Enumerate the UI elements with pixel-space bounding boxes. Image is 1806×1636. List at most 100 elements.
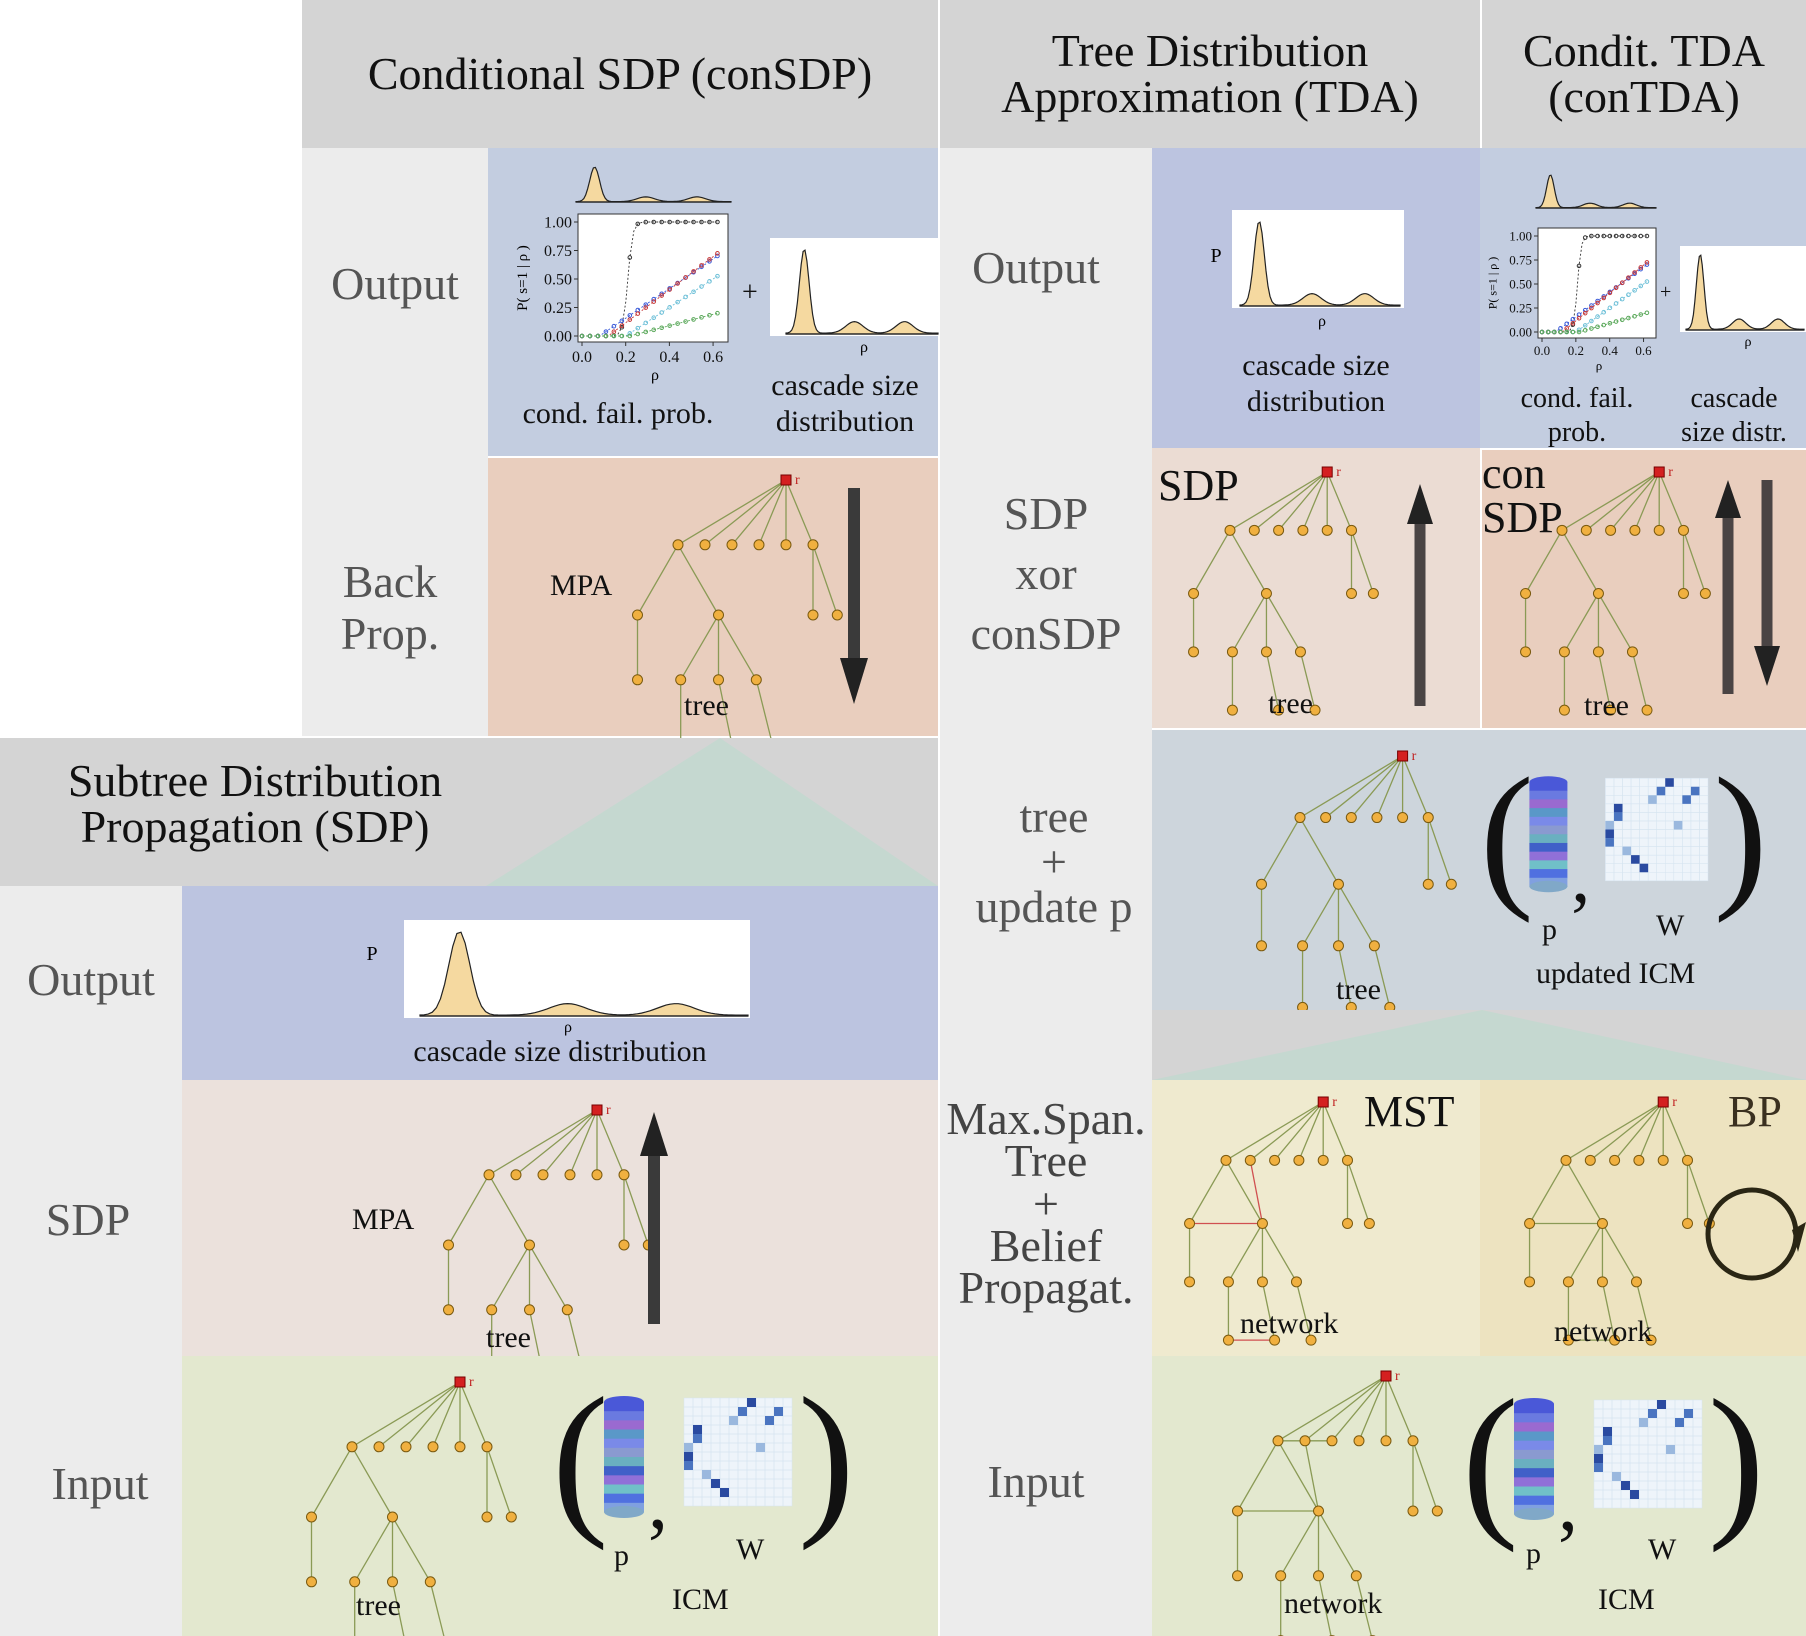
tree-node	[443, 1239, 454, 1251]
header-contda-line1: Condit. TDA	[1523, 25, 1765, 76]
tda-tree-update-caption: tree	[1336, 973, 1381, 1006]
tda-wedge-strip	[1152, 1010, 1806, 1080]
tda-tree-update-line1: tree	[1019, 791, 1089, 842]
tda-output-caption-line1: cascade size	[1242, 349, 1390, 382]
w-entry	[1621, 1481, 1630, 1490]
root-label: r	[1672, 1095, 1677, 1110]
sdp-input-label: Input	[51, 1458, 149, 1509]
tree-node	[1371, 812, 1383, 824]
consdp-cascade-density: ρ	[770, 238, 939, 356]
series-point	[1619, 233, 1625, 239]
series-point	[1613, 319, 1619, 324]
tree-node	[1321, 524, 1333, 536]
series-point	[1589, 233, 1594, 239]
series-point	[1638, 283, 1644, 289]
tree-node	[1558, 646, 1570, 658]
root-label: r	[1412, 749, 1417, 764]
tree-node	[1342, 1154, 1353, 1166]
tda-mst-network: r	[1184, 1095, 1375, 1346]
tree-edge	[1662, 1101, 1689, 1161]
tree-edge	[1528, 1159, 1567, 1224]
tda-mst-tag: MST	[1364, 1087, 1455, 1136]
header-contda: Condit. TDA (conTDA)	[1482, 0, 1806, 148]
sdp-sdp-panel: r MPA tree	[182, 1080, 938, 1381]
tda-updated-p-label: p	[1542, 913, 1557, 946]
series-point	[1601, 309, 1607, 315]
series-point	[1552, 329, 1557, 335]
tda-side-panel	[940, 148, 1152, 1636]
tree-edge	[1610, 471, 1660, 531]
tree-node	[1592, 588, 1604, 599]
tree-edge	[1302, 883, 1340, 947]
tree-edge	[680, 614, 720, 681]
tda-sdp-tag: SDP	[1158, 461, 1239, 510]
tree-edge	[378, 1381, 461, 1448]
w-entry	[1673, 820, 1683, 830]
tree-edge	[354, 1516, 394, 1583]
p-top	[1529, 776, 1568, 788]
series-point	[659, 219, 664, 225]
tree-node	[1269, 1334, 1281, 1346]
p-bottom	[1529, 880, 1568, 893]
x-tick-label: 0.4	[659, 349, 679, 366]
sdp-output-density: P ρ	[366, 920, 750, 1036]
contda-updown-arrows	[1715, 480, 1780, 694]
tda-updated-w-label: W	[1656, 909, 1685, 942]
series-point	[659, 293, 664, 298]
series-point	[715, 219, 720, 225]
p-band	[604, 1411, 644, 1421]
w-entry	[1666, 1445, 1675, 1454]
tree-node	[1407, 1505, 1419, 1517]
y-tick-label: 0.00	[1509, 325, 1532, 340]
w-entry	[1657, 1400, 1666, 1409]
y-tick-label: 1.00	[1509, 229, 1532, 244]
series-point	[1589, 326, 1594, 331]
tree-edge	[1614, 1101, 1664, 1161]
sdp-density-rho: ρ	[564, 1019, 572, 1036]
w-entry	[738, 1407, 747, 1416]
p-band	[604, 1457, 644, 1467]
series-point	[1582, 310, 1588, 316]
tda-output-density: P ρ	[1210, 210, 1404, 330]
series-point	[1582, 235, 1588, 240]
tree-node	[1232, 1505, 1243, 1517]
tree-node	[1524, 1276, 1536, 1288]
w-entry	[1665, 778, 1674, 787]
tree-node	[387, 1511, 398, 1523]
p-band	[1529, 790, 1568, 800]
w-entry	[1605, 820, 1614, 830]
series-point	[643, 302, 649, 307]
tda-output-caption-line2: distribution	[1246, 385, 1386, 418]
series-point	[1589, 305, 1594, 311]
tda-tree-update-tree: r	[1256, 749, 1457, 1013]
tree-node	[1699, 588, 1711, 599]
sdp-input-tree: r	[306, 1375, 517, 1636]
sdp-icm-label: ICM	[672, 1583, 729, 1616]
tree-node	[1431, 1505, 1443, 1517]
tree-edge	[447, 1174, 490, 1246]
tree-node	[1326, 1435, 1338, 1447]
comma: ,	[1571, 835, 1590, 919]
tree-edge	[1589, 1101, 1664, 1161]
tree-node	[1188, 646, 1200, 658]
p-bottom	[604, 1506, 644, 1518]
tree-edge	[1331, 1375, 1387, 1442]
series-point	[643, 329, 649, 335]
contda-tree-caption: tree	[1584, 689, 1629, 722]
tree-node	[481, 1511, 493, 1523]
header-contda-line2: (conTDA)	[1548, 71, 1740, 122]
tree-node	[726, 539, 738, 551]
tree-edge	[1376, 755, 1404, 818]
consdp-side-panel	[302, 148, 488, 736]
series-point	[715, 253, 720, 259]
tda-sdp-up-arrow	[1407, 484, 1433, 706]
series-point	[1607, 321, 1613, 326]
tree-edge	[1682, 530, 1706, 594]
tree-node	[1290, 1276, 1302, 1288]
w-grid-cell	[782, 1496, 793, 1507]
tree-node	[306, 1511, 317, 1523]
tda-mst-panel: r MST network	[1152, 1080, 1480, 1356]
tree-node	[564, 1169, 576, 1181]
series-point	[1601, 322, 1607, 328]
tree-edge	[1274, 1101, 1324, 1161]
